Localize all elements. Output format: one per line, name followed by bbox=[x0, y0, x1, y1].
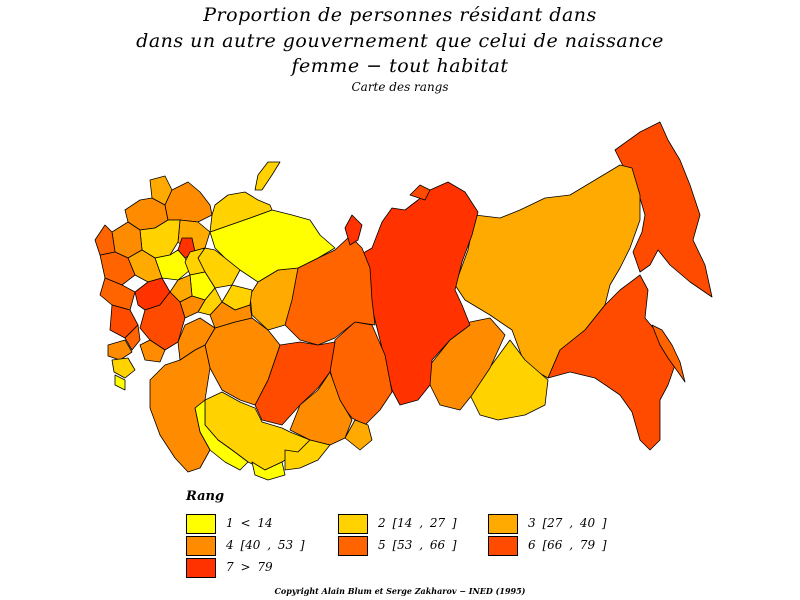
region-sverdlovsk[interactable] bbox=[209, 301, 253, 329]
legend-label-3: 3 [27 , 40 ] bbox=[528, 516, 607, 530]
map-subtitle: Carte des rangs bbox=[351, 80, 449, 94]
region-novaya-zemlya[interactable] bbox=[254, 161, 281, 191]
legend-swatch-3 bbox=[488, 514, 518, 534]
legend-swatch-2 bbox=[338, 514, 368, 534]
region-urals[interactable] bbox=[177, 317, 216, 361]
copyright-notice: Copyright Alain Blum et Serge Zakharov −… bbox=[274, 586, 526, 596]
legend-swatch-5 bbox=[338, 536, 368, 556]
region-baltic[interactable] bbox=[94, 224, 116, 256]
region-caucasus-3[interactable] bbox=[114, 374, 126, 391]
legend-label-7: 7 > 79 bbox=[226, 560, 273, 574]
map-title-line-3: femme − tout habitat bbox=[291, 55, 509, 77]
region-kalmykia[interactable] bbox=[139, 339, 166, 363]
legend-swatch-6 bbox=[488, 536, 518, 556]
legend-title: Rang bbox=[186, 489, 225, 504]
map-title-line-2: dans un autre gouvernement que celui de … bbox=[136, 30, 664, 52]
region-crimea[interactable] bbox=[124, 324, 141, 351]
region-yakutia[interactable] bbox=[454, 164, 641, 379]
region-khabarovsk[interactable] bbox=[547, 274, 676, 451]
region-tuva[interactable] bbox=[344, 419, 373, 451]
region-caucasus-1[interactable] bbox=[107, 339, 133, 361]
region-severnaya-zemlya[interactable] bbox=[409, 184, 431, 201]
legend-label-4: 4 [40 , 53 ] bbox=[226, 538, 305, 552]
region-caucasus-2[interactable] bbox=[111, 357, 136, 379]
region-ukraine-1[interactable] bbox=[99, 277, 136, 311]
legend-label-2: 2 [14 , 27 ] bbox=[378, 516, 457, 530]
legend-label-5: 5 [53 , 66 ] bbox=[378, 538, 457, 552]
region-far-east-north[interactable] bbox=[614, 121, 713, 298]
region-vologda[interactable] bbox=[164, 181, 213, 223]
region-murmansk[interactable] bbox=[209, 191, 273, 233]
legend-swatch-1 bbox=[186, 514, 216, 534]
legend-swatch-7 bbox=[186, 558, 216, 578]
legend-label-6: 6 [66 , 79 ] bbox=[528, 538, 607, 552]
region-altai[interactable] bbox=[289, 371, 353, 446]
region-south-russia[interactable] bbox=[139, 291, 186, 351]
map-title-line-1: Proportion de personnes résidant dans bbox=[203, 4, 597, 26]
legend-label-1: 1 < 14 bbox=[226, 516, 273, 530]
region-uzbekistan[interactable] bbox=[284, 439, 331, 471]
region-taimyr-north[interactable] bbox=[344, 214, 363, 246]
region-kyrgyzstan[interactable] bbox=[251, 461, 286, 481]
region-sakhalin[interactable] bbox=[651, 324, 686, 383]
legend-swatch-4 bbox=[186, 536, 216, 556]
